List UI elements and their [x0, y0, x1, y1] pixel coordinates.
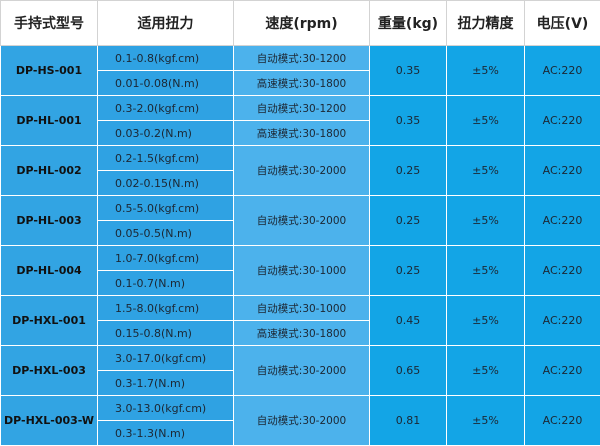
voltage-cell: AC:220	[525, 296, 600, 346]
weight-cell: 0.35	[370, 96, 447, 146]
torque-cell: 0.1-0.7(N.m)	[98, 271, 234, 296]
voltage-cell: AC:220	[525, 146, 600, 196]
speed-cell: 自动模式:30-2000	[234, 196, 370, 246]
voltage-cell: AC:220	[525, 196, 600, 246]
precision-cell: ±5%	[447, 396, 525, 446]
speed-cell: 自动模式:30-2000	[234, 396, 370, 446]
header-speed: 速度(rpm)	[234, 1, 370, 46]
torque-cell: 0.03-0.2(N.m)	[98, 121, 234, 146]
torque-cell: 0.02-0.15(N.m)	[98, 171, 234, 196]
torque-cell: 0.3-1.7(N.m)	[98, 371, 234, 396]
precision-cell: ±5%	[447, 96, 525, 146]
weight-cell: 0.25	[370, 246, 447, 296]
model-cell: DP-HL-001	[1, 96, 98, 146]
weight-cell: 0.45	[370, 296, 447, 346]
model-cell: DP-HXL-003-W	[1, 396, 98, 446]
torque-cell: 0.3-2.0(kgf.cm)	[98, 96, 234, 121]
voltage-cell: AC:220	[525, 346, 600, 396]
weight-cell: 0.25	[370, 196, 447, 246]
precision-cell: ±5%	[447, 146, 525, 196]
speed-cell: 自动模式:30-1200	[234, 46, 370, 71]
precision-cell: ±5%	[447, 346, 525, 396]
precision-cell: ±5%	[447, 196, 525, 246]
precision-cell: ±5%	[447, 246, 525, 296]
speed-cell: 自动模式:30-2000	[234, 146, 370, 196]
torque-cell: 0.3-1.3(N.m)	[98, 421, 234, 446]
torque-cell: 0.15-0.8(N.m)	[98, 321, 234, 346]
torque-cell: 1.5-8.0(kgf.cm)	[98, 296, 234, 321]
model-cell: DP-HL-002	[1, 146, 98, 196]
torque-cell: 0.2-1.5(kgf.cm)	[98, 146, 234, 171]
torque-cell: 0.1-0.8(kgf.cm)	[98, 46, 234, 71]
torque-cell: 1.0-7.0(kgf.cm)	[98, 246, 234, 271]
header-weight: 重量(kg)	[370, 1, 447, 46]
torque-cell: 0.5-5.0(kgf.cm)	[98, 196, 234, 221]
weight-cell: 0.81	[370, 396, 447, 446]
header-voltage: 电压(V)	[525, 1, 600, 46]
speed-cell: 自动模式:30-1200	[234, 96, 370, 121]
model-cell: DP-HXL-003	[1, 346, 98, 396]
weight-cell: 0.25	[370, 146, 447, 196]
voltage-cell: AC:220	[525, 46, 600, 96]
header-model: 手持式型号	[1, 1, 98, 46]
speed-cell: 高速模式:30-1800	[234, 321, 370, 346]
header-row: 手持式型号 适用扭力 速度(rpm) 重量(kg) 扭力精度 电压(V)	[1, 1, 600, 46]
speed-cell: 高速模式:30-1800	[234, 121, 370, 146]
precision-cell: ±5%	[447, 296, 525, 346]
header-torque: 适用扭力	[98, 1, 234, 46]
model-cell: DP-HS-001	[1, 46, 98, 96]
torque-cell: 3.0-13.0(kgf.cm)	[98, 396, 234, 421]
voltage-cell: AC:220	[525, 96, 600, 146]
speed-cell: 自动模式:30-1000	[234, 296, 370, 321]
weight-cell: 0.35	[370, 46, 447, 96]
torque-cell: 3.0-17.0(kgf.cm)	[98, 346, 234, 371]
model-cell: DP-HXL-001	[1, 296, 98, 346]
speed-cell: 高速模式:30-1800	[234, 71, 370, 96]
torque-cell: 0.01-0.08(N.m)	[98, 71, 234, 96]
voltage-cell: AC:220	[525, 396, 600, 446]
voltage-cell: AC:220	[525, 246, 600, 296]
torque-cell: 0.05-0.5(N.m)	[98, 221, 234, 246]
model-cell: DP-HL-003	[1, 196, 98, 246]
model-cell: DP-HL-004	[1, 246, 98, 296]
weight-cell: 0.65	[370, 346, 447, 396]
precision-cell: ±5%	[447, 46, 525, 96]
speed-cell: 自动模式:30-1000	[234, 246, 370, 296]
header-precision: 扭力精度	[447, 1, 525, 46]
speed-cell: 自动模式:30-2000	[234, 346, 370, 396]
